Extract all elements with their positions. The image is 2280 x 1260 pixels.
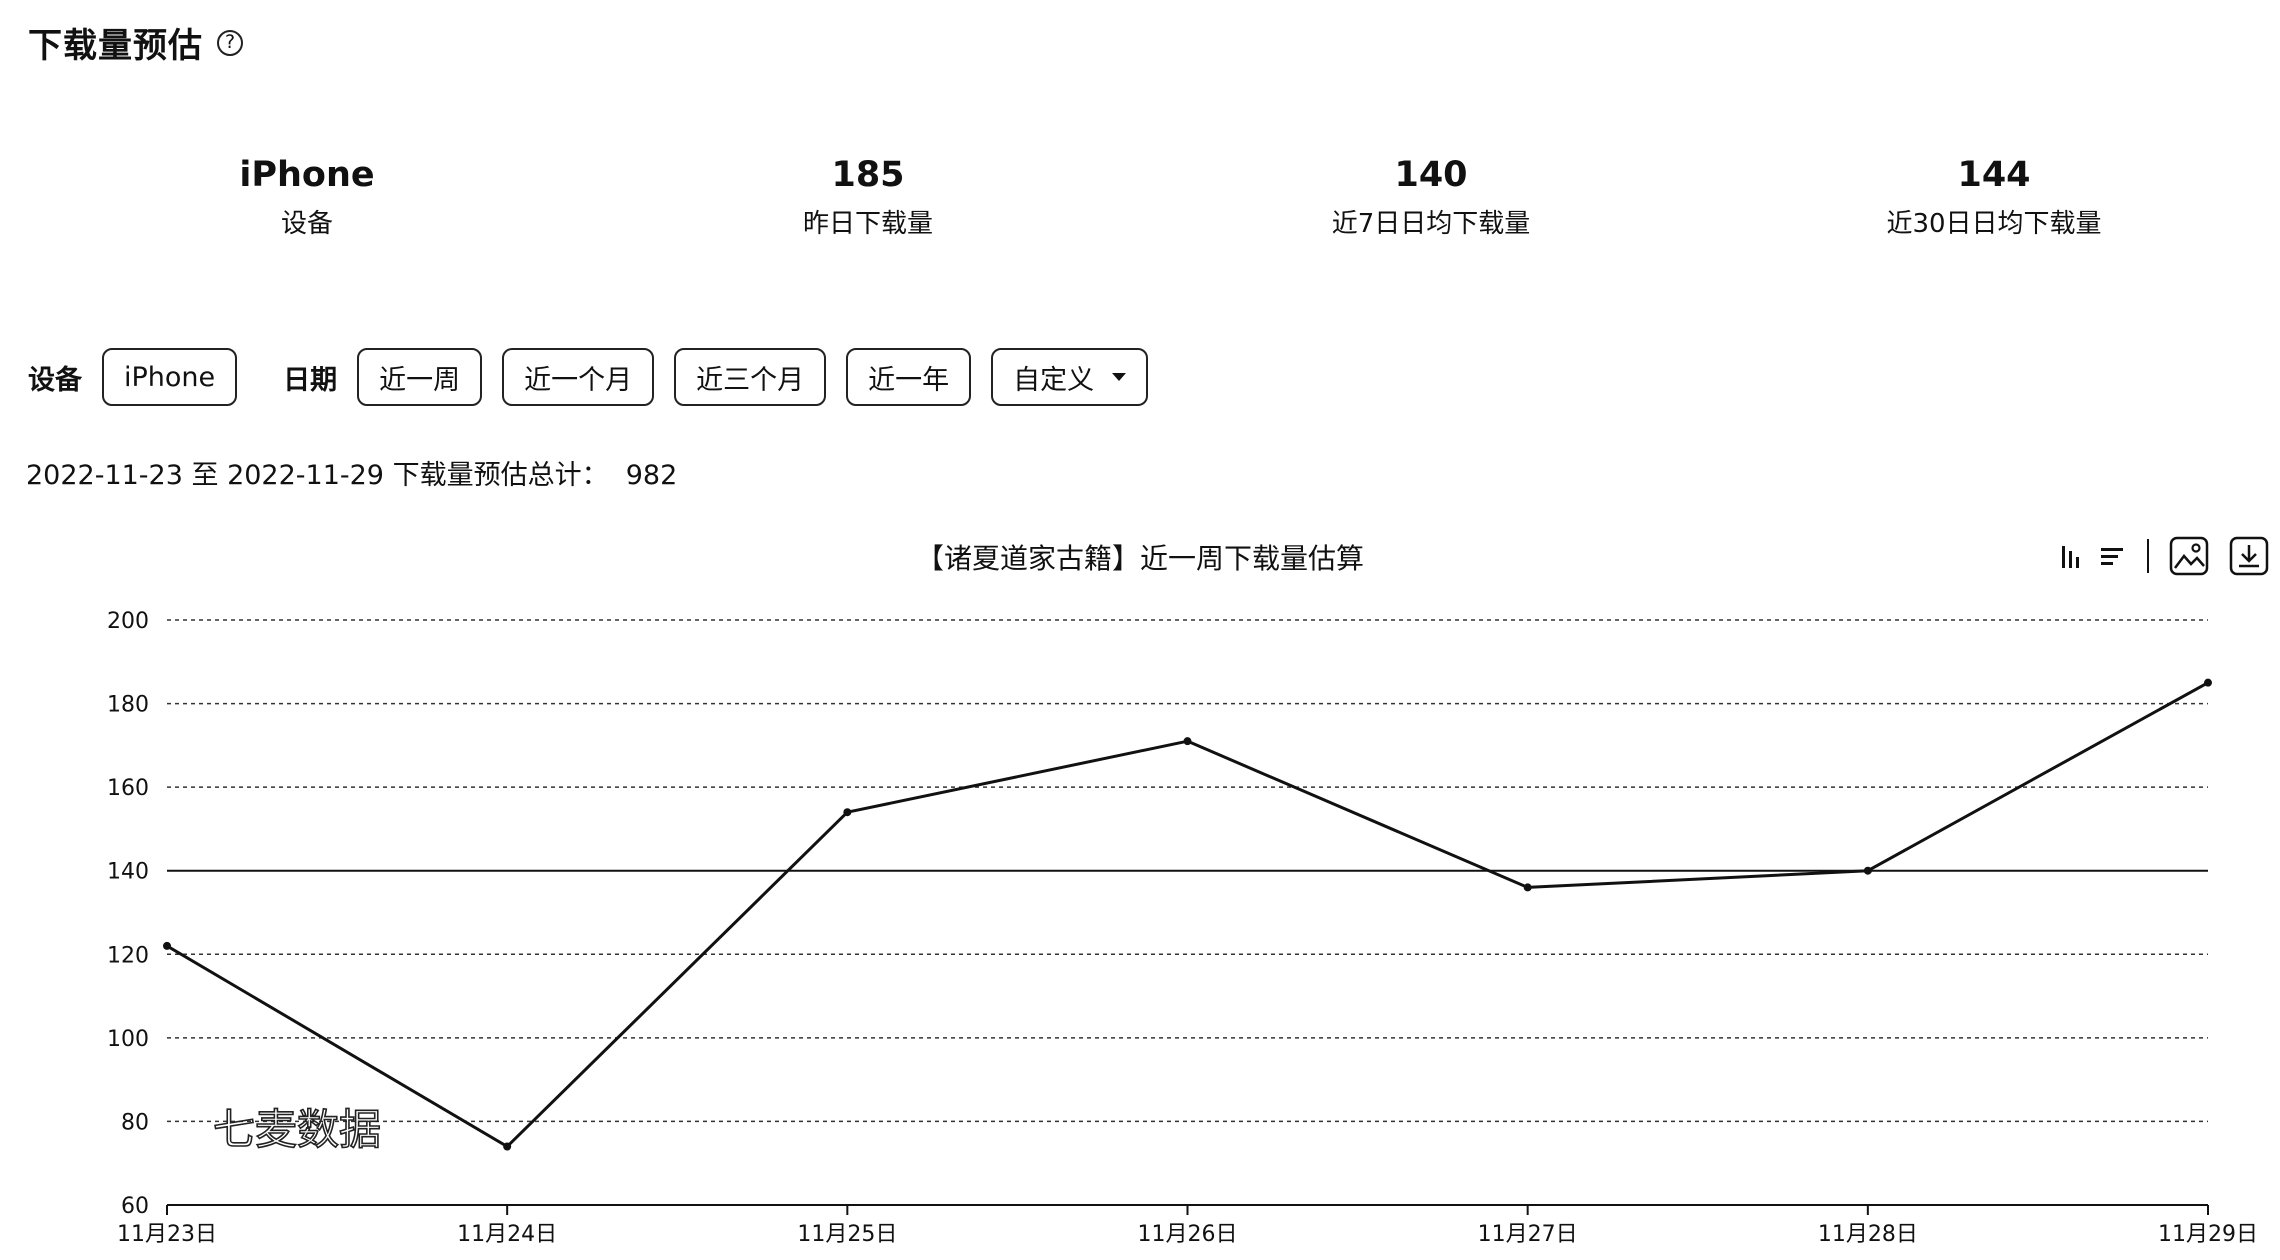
date-year-button[interactable]: 近一年 xyxy=(846,348,972,406)
x-tick-label: 11月29日 xyxy=(2158,1222,2258,1247)
toolbar-divider xyxy=(2147,539,2149,573)
stat-label: 近30日日均下载量 xyxy=(1886,209,2102,239)
stat-30day-average: 144 近30日日均下载量 xyxy=(1774,155,2214,240)
chart-toolbar xyxy=(2050,535,2270,577)
watermark-text: 七麦数据 xyxy=(213,1105,381,1154)
list-icon[interactable] xyxy=(2095,539,2129,573)
date-week-button[interactable]: 近一周 xyxy=(357,348,483,406)
data-point xyxy=(843,808,852,817)
stat-yesterday-downloads: 185 昨日下载量 xyxy=(648,155,1088,240)
data-point xyxy=(163,941,171,950)
image-icon[interactable] xyxy=(2169,536,2209,576)
x-tick-label: 11月27日 xyxy=(1478,1222,1578,1247)
stat-label: 昨日下载量 xyxy=(802,209,933,239)
date-month-button[interactable]: 近一个月 xyxy=(502,348,655,406)
data-point xyxy=(2204,678,2212,687)
data-point xyxy=(1183,737,1192,746)
date-three-months-button[interactable]: 近三个月 xyxy=(674,348,827,406)
y-tick-label: 140 xyxy=(107,860,149,885)
date-filter-label: 日期 xyxy=(283,364,338,396)
y-tick-label: 60 xyxy=(121,1194,149,1219)
stat-value: iPhone xyxy=(239,155,375,195)
series-line xyxy=(166,681,2209,1148)
data-point xyxy=(503,1142,512,1151)
data-point xyxy=(1863,866,1872,875)
stat-value: 140 xyxy=(1394,155,1468,195)
y-tick-label: 120 xyxy=(107,943,149,968)
y-tick-label: 160 xyxy=(107,776,149,801)
device-filter-label: 设备 xyxy=(28,364,82,396)
stat-value: 185 xyxy=(831,155,905,195)
date-custom-label: 自定义 xyxy=(1013,364,1095,396)
x-tick-label: 11月24日 xyxy=(457,1222,557,1247)
page-header: 下载量预估 ? xyxy=(28,18,243,67)
download-total-summary: 2022-11-23 至 2022-11-29 下载量预估总计： 982 xyxy=(26,460,678,491)
download-icon[interactable] xyxy=(2229,536,2269,576)
x-tick-label: 11月28日 xyxy=(1818,1222,1918,1247)
date-custom-dropdown[interactable]: 自定义 xyxy=(991,348,1149,406)
y-tick-label: 100 xyxy=(107,1027,149,1052)
help-icon[interactable]: ? xyxy=(217,29,243,56)
stat-label: 设备 xyxy=(280,209,333,239)
x-tick-label: 11月26日 xyxy=(1138,1222,1238,1247)
bar-chart-icon[interactable] xyxy=(2055,539,2089,573)
y-tick-label: 80 xyxy=(121,1110,149,1135)
x-tick-label: 11月23日 xyxy=(117,1222,217,1247)
data-point xyxy=(1523,883,1532,892)
y-tick-label: 200 xyxy=(107,609,149,634)
stat-device: iPhone 设备 xyxy=(87,155,527,240)
x-tick-label: 11月25日 xyxy=(797,1222,897,1247)
stats-row: iPhone 设备 185 昨日下载量 140 近7日日均下载量 144 近30… xyxy=(0,155,2280,255)
y-tick-label: 180 xyxy=(107,693,149,718)
device-iphone-button[interactable]: iPhone xyxy=(102,348,238,406)
caret-down-icon xyxy=(1112,373,1127,381)
filter-bar: 设备 iPhone 日期 近一周 近一个月 近三个月 近一年 自定义 xyxy=(28,347,1168,407)
stat-7day-average: 140 近7日日均下载量 xyxy=(1211,155,1651,240)
page-title: 下载量预估 xyxy=(28,26,203,66)
stat-value: 144 xyxy=(1957,155,2031,195)
stat-label: 近7日日均下载量 xyxy=(1331,209,1531,239)
chart-title: 【诸夏道家古籍】近一周下载量估算 xyxy=(915,542,1364,575)
